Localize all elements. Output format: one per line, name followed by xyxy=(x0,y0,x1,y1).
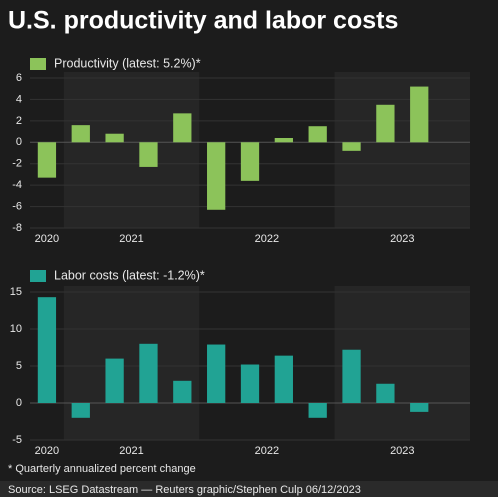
x-tick-label: 2023 xyxy=(390,233,414,245)
legend-swatch xyxy=(30,58,46,70)
y-tick-label: 10 xyxy=(10,323,22,335)
legend-label: Productivity (latest: 5.2%)* xyxy=(54,56,201,70)
legend-swatch xyxy=(30,270,46,282)
source: Source: LSEG Datastream — Reuters graphi… xyxy=(8,484,361,496)
bar xyxy=(173,380,192,403)
x-tick-label: 2020 xyxy=(35,233,59,245)
bar xyxy=(71,403,90,418)
y-tick-label: -2 xyxy=(12,158,22,170)
y-tick-label: -8 xyxy=(12,222,22,234)
bar xyxy=(173,113,192,143)
bar xyxy=(342,349,361,403)
bar xyxy=(105,358,124,403)
y-tick-label: 0 xyxy=(16,397,22,409)
footnote: * Quarterly annualized percent change xyxy=(8,463,196,475)
y-tick-label: 6 xyxy=(16,72,22,84)
x-tick-label: 2022 xyxy=(255,233,279,245)
source-bar xyxy=(0,481,498,497)
bar xyxy=(308,403,327,418)
bar xyxy=(139,343,158,403)
x-tick-label: 2021 xyxy=(119,233,143,245)
y-tick-label: -4 xyxy=(12,179,22,191)
bar xyxy=(37,142,57,178)
legend-label: Labor costs (latest: -1.2%)* xyxy=(54,268,205,282)
y-tick-label: 15 xyxy=(10,286,22,298)
bar xyxy=(240,364,260,403)
bar xyxy=(139,142,158,167)
y-tick-label: 4 xyxy=(16,93,22,105)
y-tick-label: 0 xyxy=(16,136,22,148)
bar xyxy=(274,138,293,143)
y-tick-label: 5 xyxy=(16,360,22,372)
bar xyxy=(342,142,361,151)
bar xyxy=(105,133,124,143)
bar xyxy=(240,142,260,181)
bar xyxy=(410,86,429,143)
bar xyxy=(410,403,429,412)
x-tick-label: 2021 xyxy=(119,445,143,457)
x-tick-label: 2020 xyxy=(35,445,59,457)
bar xyxy=(71,125,90,143)
bar xyxy=(376,104,395,143)
y-tick-label: -6 xyxy=(12,200,22,212)
bar xyxy=(207,142,226,210)
x-tick-label: 2023 xyxy=(390,445,414,457)
year-band xyxy=(63,72,200,228)
x-tick-label: 2022 xyxy=(255,445,279,457)
bar xyxy=(37,297,57,403)
y-tick-label: 2 xyxy=(16,115,22,127)
bar xyxy=(308,126,327,143)
title: U.S. productivity and labor costs xyxy=(8,7,398,35)
bar xyxy=(274,355,293,403)
bar xyxy=(376,383,395,403)
bar xyxy=(207,344,226,403)
y-tick-label: -5 xyxy=(12,434,22,446)
